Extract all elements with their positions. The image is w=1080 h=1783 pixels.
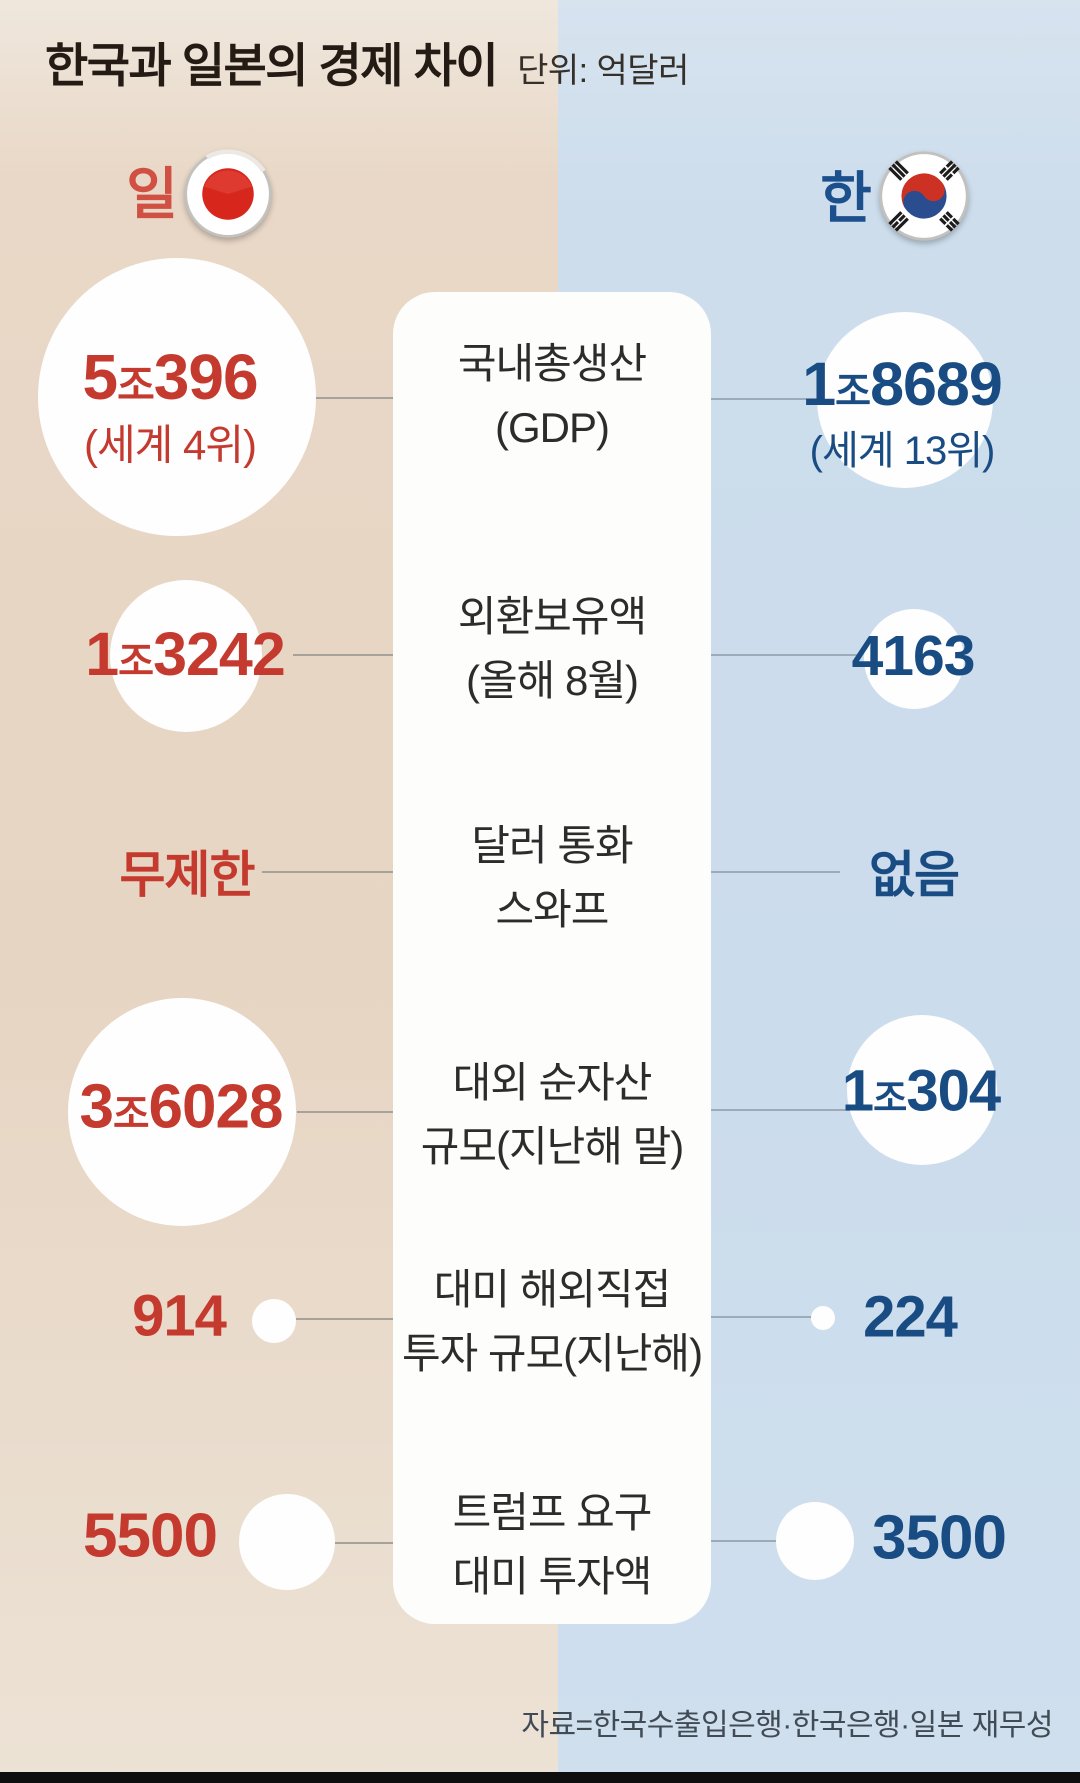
japan-trump-demand-value: 5500 — [83, 1501, 218, 1571]
category-line: 투자 규모(지난해) — [401, 1330, 703, 1377]
korea-gdp-value: 1조8689 — [802, 350, 1003, 418]
korea-gdp-bubble — [817, 312, 993, 488]
category-fdi-to-us: 대미 해외직접 투자 규모(지난해) — [393, 1258, 711, 1386]
korea-fdi-bubble — [811, 1306, 835, 1330]
connector-line — [296, 1318, 395, 1320]
connector-line — [711, 1540, 780, 1542]
category-line: (GDP) — [495, 404, 610, 451]
japan-swap-value: 무제한 — [119, 847, 256, 903]
source-credit: 자료=한국수출입은행·한국은행·일본 재무성 — [521, 1709, 1053, 1742]
japan-gdp-rank: (세계 4위) — [84, 421, 257, 469]
category-line: 국내총생산 — [457, 340, 647, 387]
connector-line — [711, 1316, 815, 1318]
japan-flag-icon — [183, 149, 273, 239]
japan-reserves-bubble — [110, 580, 262, 732]
japan-net-assets-bubble — [68, 998, 296, 1226]
bottom-letterbox-bar — [0, 1772, 1080, 1783]
korea-fdi-value: 224 — [863, 1284, 958, 1350]
category-net-external-assets: 대외 순자산 규모(지난해 말) — [393, 1051, 711, 1179]
japan-net-assets-value: 3조6028 — [79, 1072, 284, 1142]
korea-trump-demand-bubble — [776, 1502, 854, 1580]
category-gdp: 국내총생산 (GDP) — [393, 332, 711, 460]
header: 한국과 일본의 경제 차이 단위: 억달러 — [45, 40, 689, 92]
connector-line — [711, 1109, 852, 1111]
korea-reserves-bubble — [864, 609, 964, 709]
connector-line — [334, 1542, 395, 1544]
connector-line — [262, 871, 395, 873]
japan-gdp-value: 5조396 — [82, 341, 258, 413]
japan-fdi-value: 914 — [132, 1283, 227, 1349]
korea-trump-demand-value: 3500 — [872, 1503, 1007, 1573]
connector-line — [297, 1111, 395, 1113]
connector-line — [711, 654, 858, 656]
category-line: 규모(지난해 말) — [420, 1123, 684, 1170]
japan-trump-demand-bubble — [239, 1494, 335, 1590]
category-currency-swap: 달러 통화 스와프 — [393, 814, 711, 942]
category-line: 대미 투자액 — [452, 1553, 653, 1600]
japan-label: 일 — [126, 162, 178, 226]
category-line: 대외 순자산 — [452, 1059, 653, 1106]
category-line: 달러 통화 — [471, 822, 633, 869]
japan-fdi-bubble — [252, 1299, 296, 1343]
korea-flag-icon — [879, 151, 969, 241]
connector-line — [711, 871, 840, 873]
category-line: 대미 해외직접 — [433, 1266, 672, 1313]
category-fx-reserves: 외환보유액 (올해 8월) — [393, 585, 711, 713]
category-line: (올해 8월) — [466, 657, 639, 704]
category-line: 스와프 — [495, 886, 610, 933]
korea-net-assets-bubble — [847, 1015, 997, 1165]
connector-line — [293, 654, 395, 656]
korea-reserves-value: 4163 — [851, 624, 976, 688]
japan-reserves-value: 1조3242 — [85, 620, 286, 688]
japan-gdp-bubble — [38, 258, 316, 536]
korea-gdp-rank: (세계 13위) — [809, 429, 996, 473]
unit-label: 단위: 억달러 — [517, 52, 689, 90]
category-line: 트럼프 요구 — [452, 1489, 653, 1536]
korea-swap-value: 없음 — [869, 847, 960, 903]
category-line: 외환보유액 — [457, 593, 647, 640]
connector-line — [711, 398, 829, 400]
category-trump-demand: 트럼프 요구 대미 투자액 — [393, 1481, 711, 1609]
category-panel — [393, 292, 711, 1624]
korea-net-assets-value: 1조304 — [841, 1058, 1001, 1124]
korea-label: 한 — [820, 166, 872, 230]
connector-line — [308, 397, 396, 399]
page-title: 한국과 일본의 경제 차이 — [45, 39, 499, 92]
